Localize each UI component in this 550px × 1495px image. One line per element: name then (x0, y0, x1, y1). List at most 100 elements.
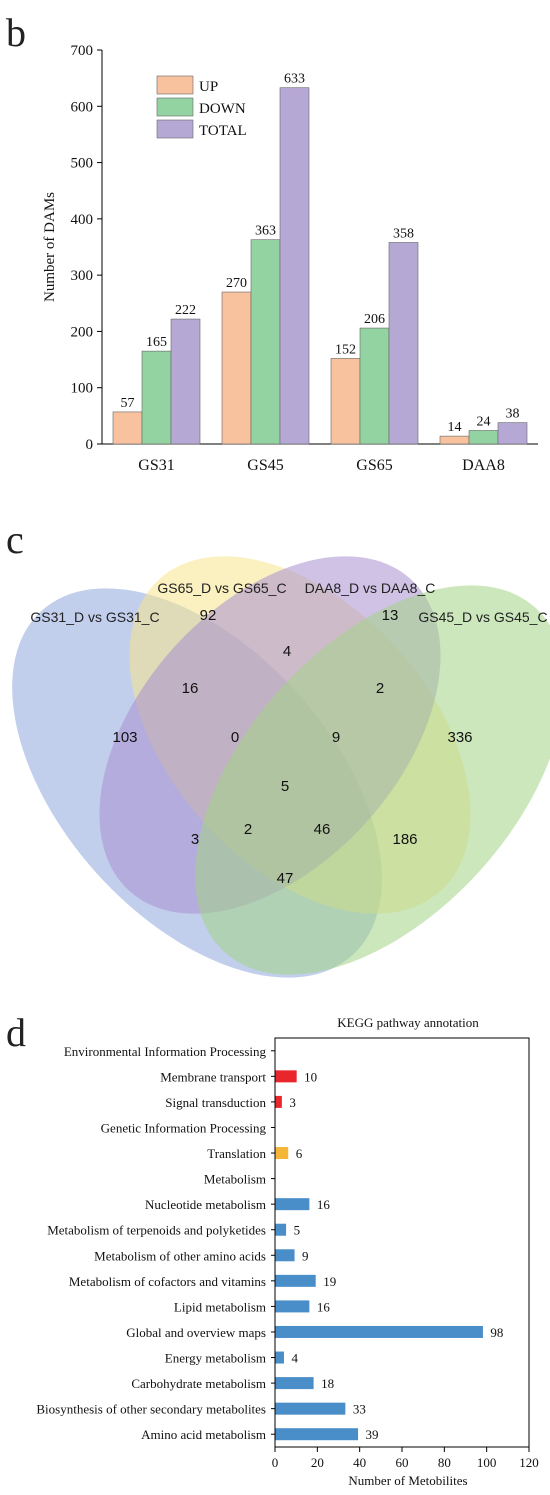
data-label: 16 (317, 1299, 331, 1314)
data-label: 33 (353, 1402, 366, 1417)
bar-total-gs45 (279, 87, 310, 445)
row-label: Metabolism of cofactors and vitamins (69, 1274, 266, 1289)
venn-region-value: 3 (191, 831, 199, 848)
x-tick-label: 100 (477, 1455, 497, 1470)
data-label: 19 (323, 1274, 336, 1289)
venn-region-value: 47 (277, 870, 294, 887)
venn-region-value: 0 (231, 729, 239, 746)
y-tick-label: 400 (71, 212, 94, 228)
row-label: Metabolism of other amino acids (94, 1248, 266, 1263)
row-label: Nucleotide metabolism (145, 1197, 266, 1212)
row-label: Amino acid metabolism (141, 1427, 266, 1442)
data-label: 222 (175, 303, 196, 318)
legend-swatch-total (156, 119, 194, 139)
venn-set-label: GS65_D vs GS65_C (157, 580, 286, 596)
venn-region-value: 4 (283, 643, 291, 660)
x-tick-label: 40 (353, 1455, 366, 1470)
panel-label-d: d (6, 1010, 26, 1055)
data-label: 38 (506, 407, 520, 422)
row-label: Carbohydrate metabolism (131, 1376, 266, 1391)
venn-region-value: 16 (182, 680, 199, 697)
data-label: 10 (304, 1069, 317, 1084)
bar-up-gs31 (112, 411, 143, 445)
data-label: 16 (317, 1197, 331, 1212)
bar-down-gs31 (141, 350, 172, 445)
venn-region-value: 2 (244, 821, 252, 838)
x-tick-label: 60 (396, 1455, 409, 1470)
venn-set-label: GS45_D vs GS45_C (418, 609, 547, 625)
bar-up-gs65 (330, 358, 361, 445)
row-label: Global and overview maps (126, 1325, 266, 1340)
bar-down-daa8 (468, 430, 499, 445)
bar-metabolism-of-cofactors-and-vitamins (275, 1274, 316, 1287)
data-label: 5 (294, 1223, 301, 1238)
venn-set-label: DAA8_D vs DAA8_C (305, 580, 436, 596)
x-tick-label: GS45 (247, 457, 283, 474)
data-label: 98 (490, 1325, 503, 1340)
venn-region-value: 103 (112, 729, 137, 746)
venn-set-label: GS31_D vs GS31_C (30, 609, 159, 625)
x-tick-label: DAA8 (462, 457, 505, 474)
data-label: 4 (291, 1351, 298, 1366)
data-label: 39 (366, 1427, 379, 1442)
bar-total-gs31 (170, 318, 201, 445)
bar-global-and-overview-maps (275, 1325, 483, 1338)
legend-label: TOTAL (199, 123, 247, 139)
legend-swatch-up (156, 75, 194, 95)
x-tick-label: GS31 (138, 457, 174, 474)
row-label: Metabolism of terpenoids and polyketides (47, 1223, 266, 1238)
bar-translation (275, 1147, 289, 1160)
y-axis-label: Number of DAMs (42, 192, 58, 302)
legend-label: UP (199, 79, 218, 95)
data-label: 14 (448, 420, 462, 435)
bar-signal-transduction (275, 1095, 282, 1108)
data-label: 18 (321, 1376, 334, 1391)
data-label: 206 (364, 312, 385, 327)
bar-total-gs65 (388, 242, 419, 445)
x-tick-label: 120 (519, 1455, 539, 1470)
y-tick-label: 300 (71, 268, 94, 284)
panel-label-b: b (6, 10, 26, 55)
y-tick-label: 700 (71, 43, 94, 59)
venn-region-value: 9 (332, 729, 340, 746)
legend-label: DOWN (199, 101, 246, 117)
venn-region-value: 336 (447, 729, 472, 746)
venn-set-4 (195, 585, 550, 975)
y-tick-label: 600 (71, 99, 94, 115)
data-label: 270 (226, 276, 247, 291)
row-label: Translation (207, 1146, 266, 1161)
bar-down-gs45 (250, 239, 281, 445)
bar-down-gs65 (359, 327, 390, 445)
bar-energy-metabolism (275, 1351, 284, 1364)
legend-swatch-down (156, 97, 194, 117)
row-label: Signal transduction (165, 1095, 266, 1110)
x-tick-label: 0 (272, 1455, 279, 1470)
data-label: 165 (146, 335, 167, 350)
row-label: Genetic Information Processing (101, 1120, 267, 1135)
bar-metabolism-of-terpenoids-and-polyketides (275, 1223, 287, 1236)
x-tick-label: 80 (438, 1455, 451, 1470)
row-label: Membrane transport (160, 1069, 266, 1084)
x-axis-label: Number of Metobilites (348, 1473, 467, 1488)
x-tick-label: 20 (311, 1455, 324, 1470)
row-label: Metabolism (204, 1172, 266, 1187)
data-label: 24 (477, 414, 491, 429)
data-label: 152 (335, 342, 356, 357)
bar-total-daa8 (497, 422, 528, 445)
venn-region-value: 186 (392, 831, 417, 848)
chart-title: KEGG pathway annotation (337, 1015, 479, 1030)
y-tick-label: 0 (86, 437, 94, 453)
venn-region-value: 2 (376, 680, 384, 697)
data-label: 3 (289, 1095, 296, 1110)
y-tick-label: 100 (71, 381, 94, 397)
row-label: Environmental Information Processing (64, 1044, 267, 1059)
x-tick-label: GS65 (356, 457, 392, 474)
venn-region-value: 46 (314, 821, 331, 838)
venn-region-value: 13 (382, 607, 399, 624)
data-label: 6 (296, 1146, 303, 1161)
data-label: 57 (121, 396, 135, 411)
bar-nucleotide-metabolism (275, 1198, 310, 1211)
kegg-bar-chart-d: KEGG pathway annotation 0 20 40 60 80 100 120 Nu… (36, 1015, 538, 1488)
bar-up-gs45 (221, 291, 252, 445)
row-label: Energy metabolism (165, 1351, 266, 1366)
